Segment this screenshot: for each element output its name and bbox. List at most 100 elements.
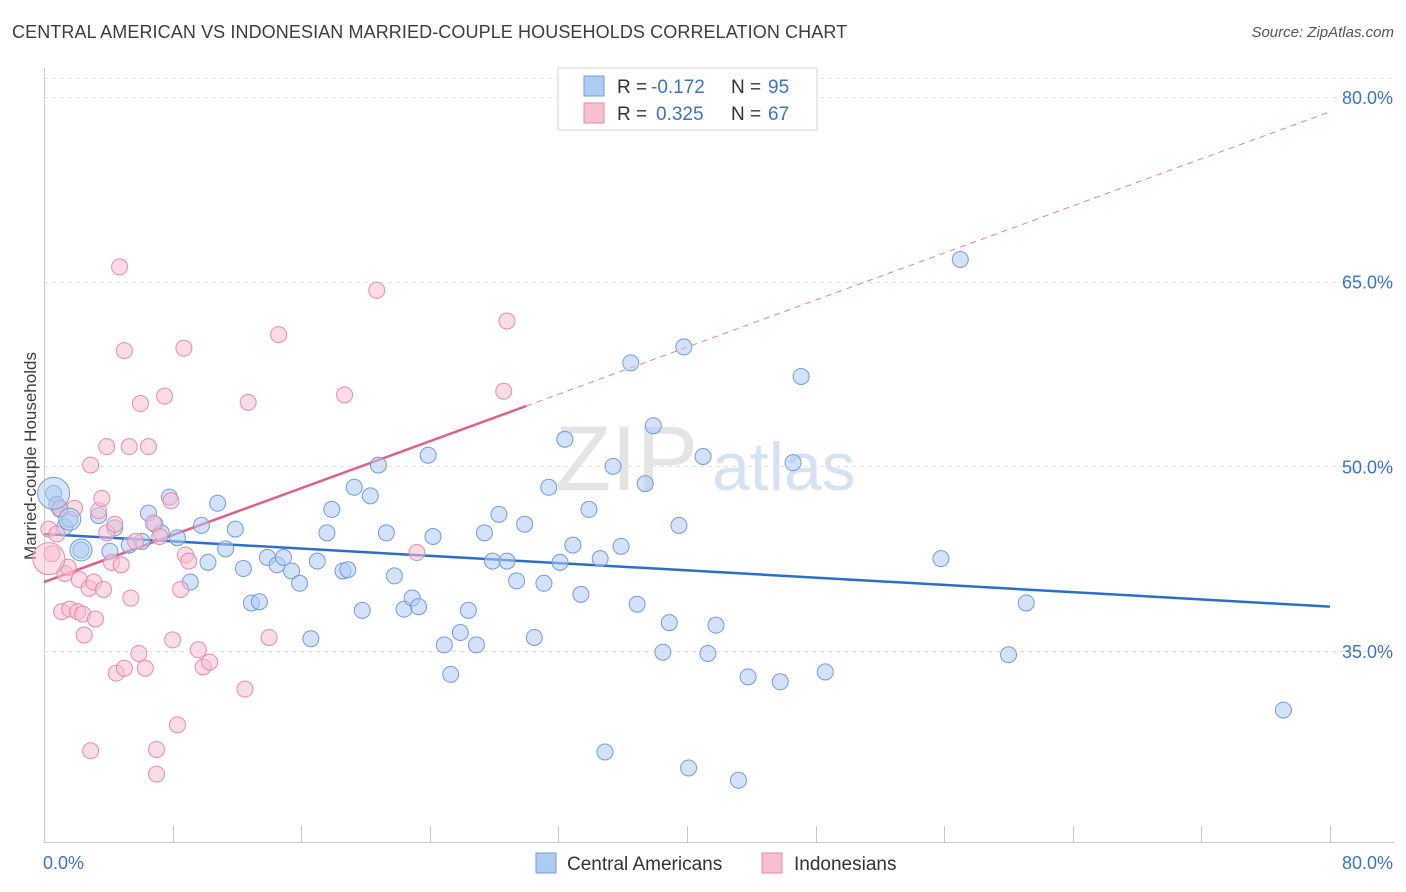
point-indonesian [127, 532, 145, 550]
point-central-american [1274, 701, 1292, 719]
point-central-american [572, 585, 590, 603]
point-central-american [217, 540, 235, 558]
stats-n-value-pink: 67 [768, 104, 789, 125]
point-indonesian [336, 386, 354, 404]
point-central-american [604, 457, 622, 475]
axes [44, 68, 1394, 843]
point-indonesian [120, 438, 138, 456]
point-central-american [345, 478, 363, 496]
point-indonesian [168, 716, 186, 734]
point-central-american [467, 636, 485, 654]
trend-lines [43, 111, 1331, 608]
x-tick-label-max: 80.0% [1342, 853, 1393, 873]
point-indonesian [260, 628, 278, 646]
stats-r-value-pink: 0.325 [656, 104, 704, 125]
y-tick-label: 35.0% [1342, 642, 1393, 662]
point-central-american [353, 601, 371, 619]
point-central-american [564, 536, 582, 554]
point-indonesian [32, 542, 66, 576]
point-central-american [508, 572, 526, 590]
point-indonesian [130, 644, 148, 662]
point-central-american [37, 476, 71, 510]
point-central-american [660, 614, 678, 632]
point-indonesian [156, 387, 174, 405]
point-central-american [525, 628, 543, 646]
point-central-american [442, 665, 460, 683]
legend-item-indonesians[interactable]: Indonesians [761, 852, 896, 875]
point-indonesian [93, 489, 111, 507]
point-indonesian [148, 740, 166, 758]
point-indonesian [175, 339, 193, 357]
point-indonesian [115, 342, 133, 360]
point-central-american [680, 759, 698, 777]
point-central-american [932, 550, 950, 568]
point-indonesian [139, 438, 157, 456]
point-central-american [670, 516, 688, 534]
point-central-american [951, 251, 969, 269]
stats-n-label-pink: N = [731, 104, 761, 125]
point-indonesian [86, 610, 104, 628]
point-central-american [675, 338, 693, 356]
y-tick-label: 50.0% [1342, 457, 1393, 477]
watermark-atlas: atlas [712, 429, 856, 505]
point-central-american [199, 553, 217, 571]
point-central-american [451, 624, 469, 642]
point-central-american [323, 500, 341, 518]
point-central-american [226, 520, 244, 538]
point-indonesian [136, 659, 154, 677]
point-indonesian [368, 281, 386, 299]
stats-swatch-blue [583, 75, 605, 97]
point-central-american [339, 561, 357, 579]
point-central-american [424, 528, 442, 546]
point-central-american [234, 560, 252, 578]
point-central-american [410, 598, 428, 616]
point-central-american [644, 417, 662, 435]
point-indonesian [189, 641, 207, 659]
stats-r-label-blue: R = [617, 77, 647, 98]
point-central-american [377, 524, 395, 542]
point-indonesian [122, 589, 140, 607]
point-indonesian [106, 515, 124, 533]
point-indonesian [98, 438, 116, 456]
trendline-indonesians [43, 404, 527, 584]
point-indonesian [148, 765, 166, 783]
legend-swatch-blue [535, 852, 557, 874]
point-central-american [612, 537, 630, 555]
y-tick-label: 65.0% [1342, 273, 1393, 293]
point-indonesian [172, 580, 190, 598]
point-indonesian [75, 626, 93, 644]
x-tick-label-min: 0.0% [43, 853, 84, 873]
point-central-american [636, 475, 654, 493]
legend-item-central-americans[interactable]: Central Americans [535, 852, 722, 875]
point-central-american [1017, 594, 1035, 612]
point-central-american [654, 643, 672, 661]
point-central-american [535, 574, 553, 592]
point-indonesian [408, 544, 426, 562]
point-central-american [419, 446, 437, 464]
point-central-american [498, 552, 516, 570]
point-indonesian [82, 456, 100, 474]
point-central-american [302, 630, 320, 648]
point-central-american [792, 367, 810, 385]
legend-label-central-americans: Central Americans [567, 854, 722, 875]
point-central-american [784, 454, 802, 472]
point-indonesian [115, 659, 133, 677]
watermark-zip: ZIP [555, 408, 698, 510]
point-central-american [361, 487, 379, 505]
point-central-american [318, 524, 336, 542]
point-central-american [308, 552, 326, 570]
x-ticks [44, 826, 1331, 842]
point-indonesian [82, 742, 100, 760]
point-central-american [729, 771, 747, 789]
trendline-central-americans [43, 532, 1331, 608]
point-indonesian [270, 326, 288, 344]
point-central-american [275, 548, 293, 566]
stats-n-label-blue: N = [731, 77, 761, 98]
trendline-indonesians-extension [526, 111, 1331, 407]
point-indonesian [498, 312, 516, 330]
point-central-american [250, 593, 268, 611]
point-central-american [628, 595, 646, 613]
point-central-american [283, 562, 301, 580]
legend-swatch-pink [761, 852, 783, 874]
